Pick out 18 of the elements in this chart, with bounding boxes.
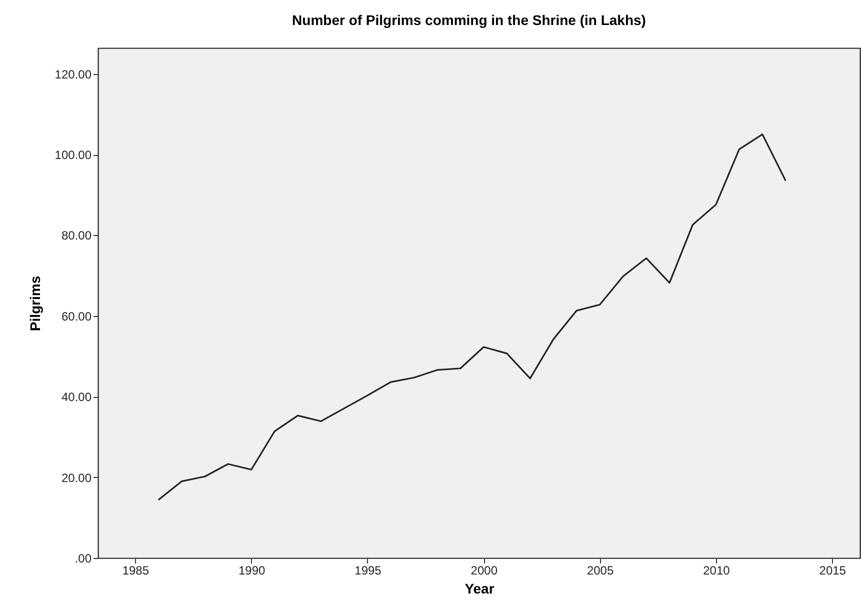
x-tick-label: 2015	[819, 564, 846, 578]
y-tick-label: 20.00	[61, 470, 92, 485]
x-tick-label: 2000	[470, 564, 498, 578]
y-axis-title: Pilgrims	[26, 276, 43, 332]
y-tick-label: .00	[74, 552, 92, 566]
x-tick-label: 1995	[354, 564, 382, 578]
line-series	[158, 134, 786, 501]
y-tick-label: 60.00	[61, 309, 92, 324]
y-tick-label: 80.00	[61, 228, 92, 243]
x-tick-label: 2005	[586, 564, 614, 578]
chart-title: Number of Pilgrims comming in the Shrine (in Lakhs)	[292, 12, 646, 28]
x-tick-label: 1985	[122, 564, 150, 578]
y-tick-label: 40.00	[61, 390, 92, 404]
y-tick-label: 120.00	[54, 67, 92, 82]
y-tick-label: 100.00	[54, 148, 92, 162]
x-axis-title: Year	[464, 580, 495, 596]
x-tick-label: 2010	[703, 564, 730, 578]
x-tick-label: 1990	[238, 564, 266, 578]
